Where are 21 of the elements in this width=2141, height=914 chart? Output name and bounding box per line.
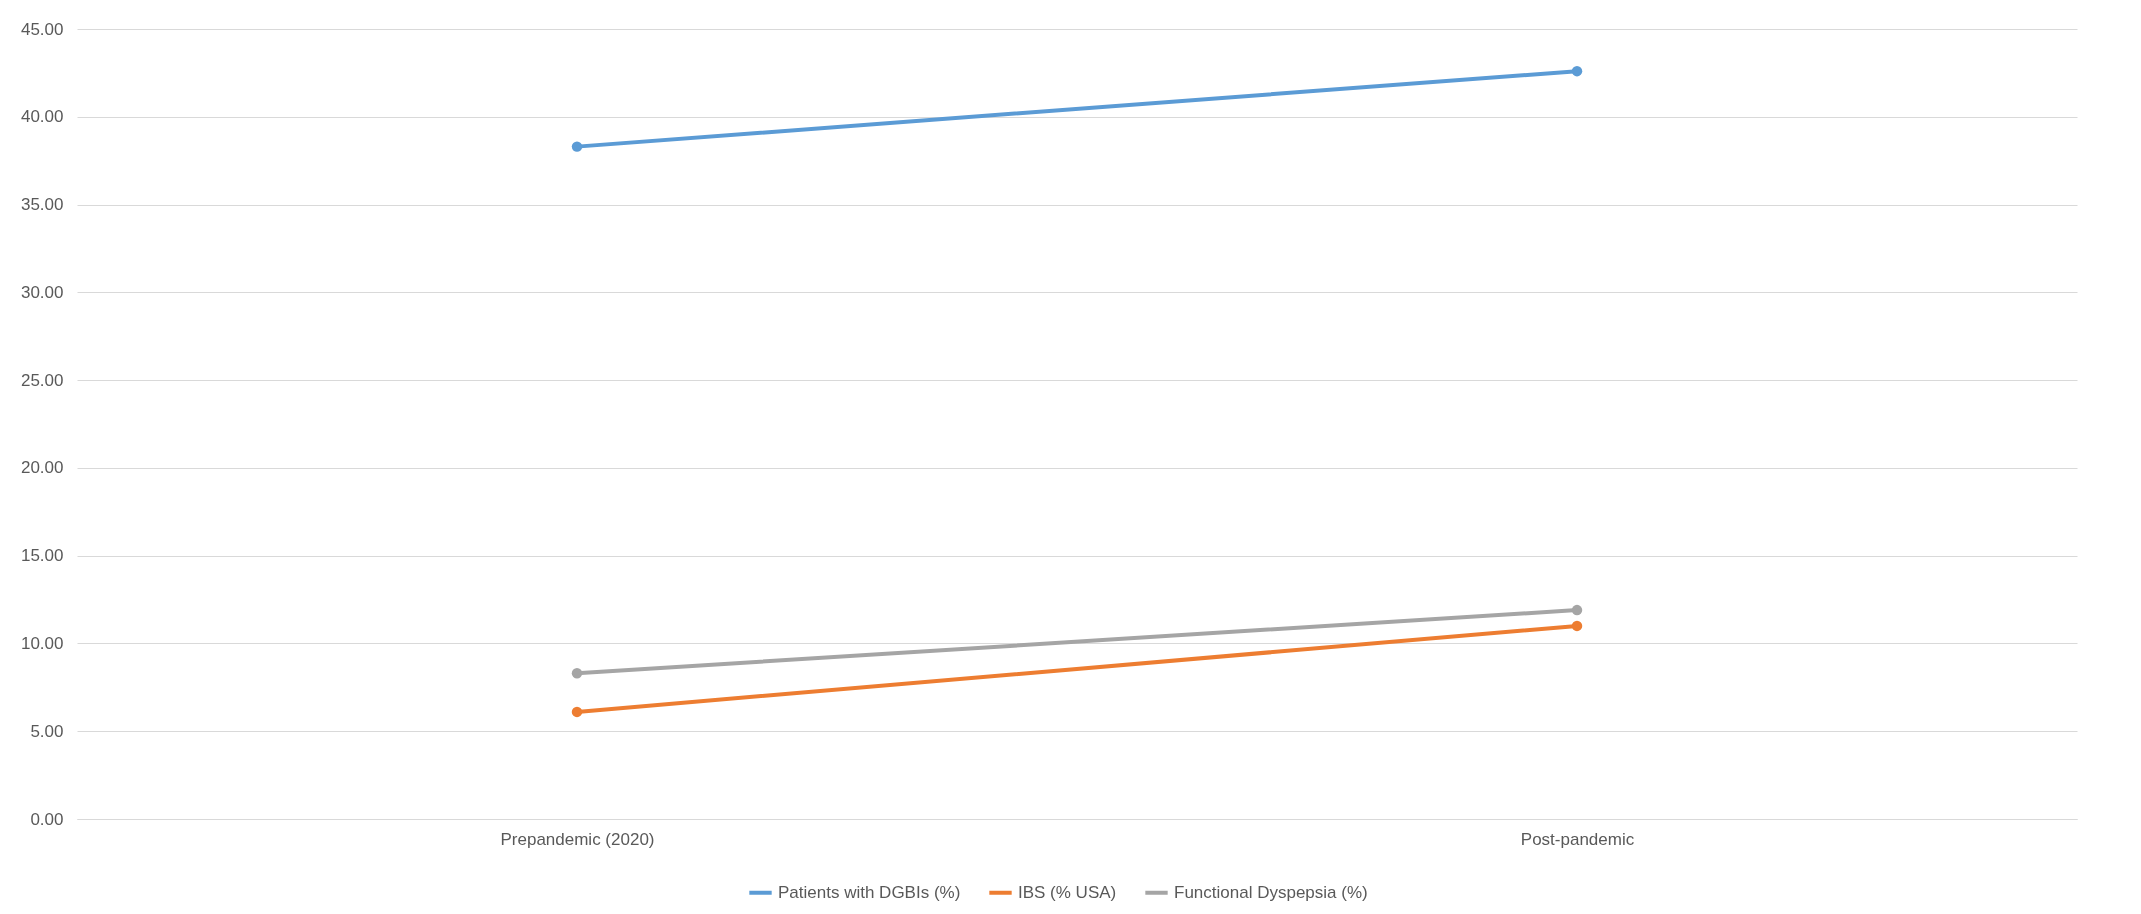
y-tick-label: 5.00 (30, 721, 64, 741)
y-tick-label: 25.00 (20, 370, 64, 390)
y-tick-label: 20.00 (20, 458, 64, 478)
x-tick-label: Post-pandemic (1520, 829, 1635, 849)
point (571, 706, 583, 718)
legend-label: Patients with DGBIs (%) (778, 882, 961, 902)
y-tick-label: 15.00 (20, 546, 64, 566)
legend-label: IBS (% USA) (1018, 882, 1117, 902)
y-tick-label: 10.00 (20, 633, 64, 653)
y-tick-label: 40.00 (20, 107, 64, 127)
y-tick-label: 0.00 (30, 809, 64, 829)
point (1571, 65, 1583, 77)
point (571, 141, 583, 152)
legend-label: Functional Dyspepsia (%) (1174, 882, 1368, 902)
y-tick-label: 45.00 (20, 19, 64, 39)
point (571, 668, 583, 679)
x-tick-label: Prepandemic (2020) (500, 829, 655, 849)
y-tick-label: 30.00 (20, 282, 64, 302)
y-tick-label: 35.00 (20, 195, 64, 215)
point (1571, 620, 1583, 632)
point (1571, 604, 1583, 616)
